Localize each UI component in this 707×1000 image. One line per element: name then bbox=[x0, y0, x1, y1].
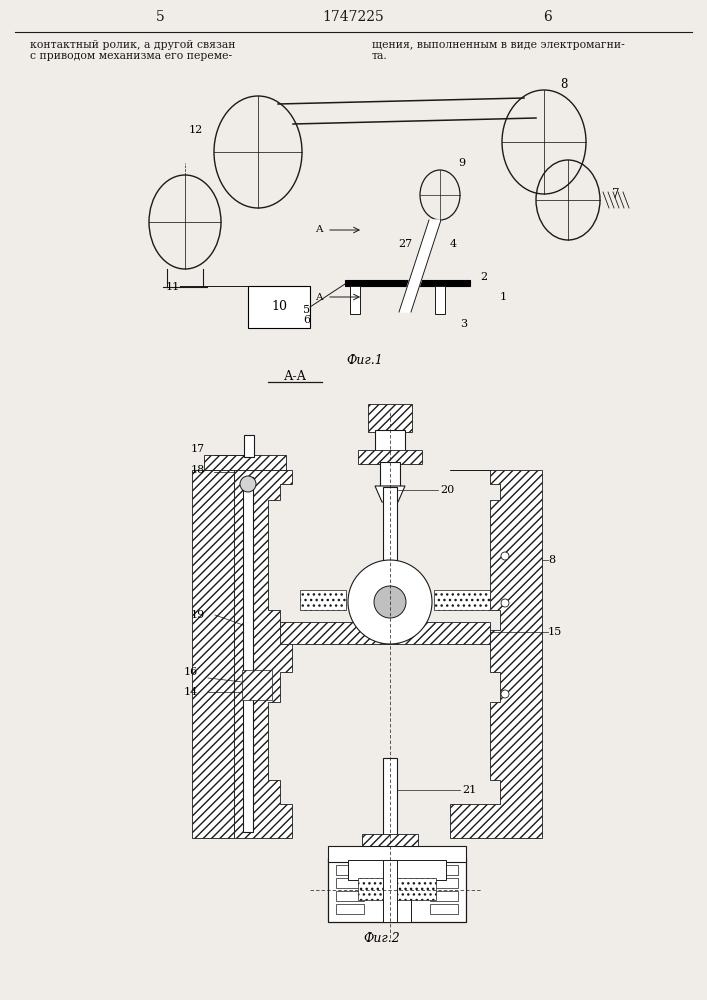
Text: 1747225: 1747225 bbox=[322, 10, 384, 24]
Bar bbox=[348, 860, 446, 880]
Bar bbox=[336, 904, 364, 914]
Text: щения, выполненным в виде электромагни-: щения, выполненным в виде электромагни- bbox=[372, 40, 625, 50]
Circle shape bbox=[501, 552, 509, 560]
Bar bbox=[280, 622, 490, 644]
Bar bbox=[430, 878, 458, 888]
Bar bbox=[383, 487, 397, 575]
Text: A: A bbox=[315, 292, 323, 302]
Text: 17: 17 bbox=[191, 444, 205, 454]
Text: 18: 18 bbox=[191, 465, 205, 475]
Bar bbox=[336, 878, 364, 888]
Polygon shape bbox=[434, 590, 490, 610]
Text: 5: 5 bbox=[303, 305, 310, 315]
Bar bbox=[345, 280, 470, 286]
Text: 19: 19 bbox=[191, 610, 205, 620]
Text: 9: 9 bbox=[458, 158, 466, 168]
Bar bbox=[383, 860, 397, 922]
Text: 20: 20 bbox=[440, 485, 455, 495]
Polygon shape bbox=[450, 470, 542, 838]
Bar bbox=[243, 477, 253, 832]
Bar bbox=[328, 858, 466, 922]
Text: 1: 1 bbox=[500, 292, 507, 302]
Bar bbox=[430, 865, 458, 875]
Text: Фиг.1: Фиг.1 bbox=[346, 354, 383, 366]
Text: 2: 2 bbox=[480, 272, 487, 282]
Polygon shape bbox=[399, 220, 441, 312]
Bar bbox=[328, 846, 466, 862]
Bar bbox=[383, 858, 411, 922]
Bar bbox=[204, 455, 286, 470]
Polygon shape bbox=[300, 590, 346, 610]
Bar bbox=[192, 470, 234, 838]
Text: 15: 15 bbox=[548, 627, 562, 637]
Text: 5: 5 bbox=[156, 10, 164, 24]
Circle shape bbox=[240, 476, 256, 492]
Text: A: A bbox=[315, 226, 323, 234]
Bar bbox=[358, 878, 436, 900]
Bar bbox=[383, 758, 397, 838]
Bar bbox=[430, 904, 458, 914]
Circle shape bbox=[501, 599, 509, 607]
Circle shape bbox=[501, 690, 509, 698]
Bar bbox=[350, 846, 430, 862]
Text: 16: 16 bbox=[184, 667, 198, 677]
Text: контактный ролик, а другой связан: контактный ролик, а другой связан bbox=[30, 40, 235, 50]
Bar bbox=[375, 430, 405, 452]
Polygon shape bbox=[234, 470, 292, 838]
Bar bbox=[380, 462, 400, 486]
Bar bbox=[242, 670, 272, 700]
Text: 6: 6 bbox=[303, 315, 310, 325]
Circle shape bbox=[374, 586, 406, 618]
Circle shape bbox=[348, 560, 432, 644]
Text: 7: 7 bbox=[612, 188, 620, 202]
Polygon shape bbox=[375, 486, 405, 502]
Bar bbox=[358, 450, 422, 464]
Text: 21: 21 bbox=[462, 785, 477, 795]
Bar bbox=[336, 891, 364, 901]
Bar bbox=[350, 286, 360, 314]
Bar bbox=[248, 286, 310, 328]
Bar bbox=[336, 865, 364, 875]
Text: 8: 8 bbox=[548, 555, 555, 565]
Bar bbox=[430, 891, 458, 901]
Text: с приводом механизма его переме-: с приводом механизма его переме- bbox=[30, 51, 232, 61]
Text: 8: 8 bbox=[561, 78, 568, 91]
Text: 3: 3 bbox=[460, 319, 467, 329]
Text: 6: 6 bbox=[543, 10, 551, 24]
Text: 11: 11 bbox=[166, 282, 180, 292]
Bar bbox=[368, 404, 412, 432]
Bar bbox=[435, 286, 445, 314]
Text: 14: 14 bbox=[184, 687, 198, 697]
Text: 27: 27 bbox=[398, 239, 412, 249]
Text: та.: та. bbox=[372, 51, 387, 61]
Text: А-А: А-А bbox=[284, 369, 307, 382]
Bar bbox=[362, 834, 418, 848]
Bar bbox=[244, 435, 254, 457]
Text: 12: 12 bbox=[189, 125, 203, 135]
Text: 10: 10 bbox=[271, 300, 287, 314]
Text: 4: 4 bbox=[450, 239, 457, 249]
Text: Фиг.2: Фиг.2 bbox=[363, 932, 400, 944]
